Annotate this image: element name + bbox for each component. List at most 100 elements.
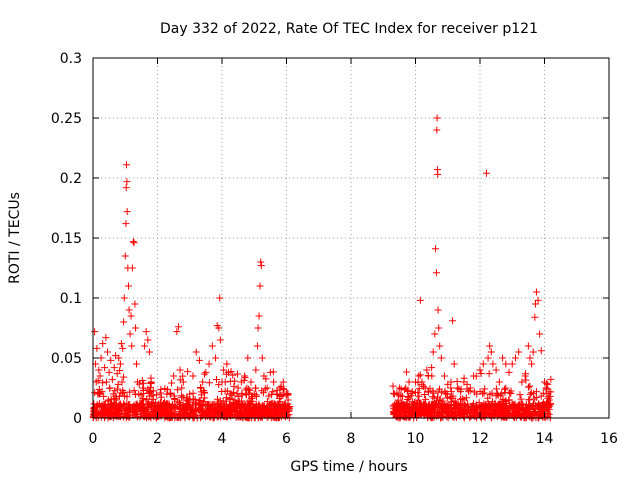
noise-point: [501, 397, 509, 405]
data-point: [270, 378, 278, 386]
noise-point: [168, 379, 176, 387]
noise-point: [204, 404, 212, 412]
data-point: [508, 360, 516, 368]
data-point: [511, 354, 519, 362]
data-point: [124, 282, 132, 290]
noise-point: [443, 408, 451, 416]
data-point: [104, 348, 112, 356]
data-point: [470, 372, 478, 380]
y-tick-label: 0.25: [51, 111, 82, 127]
noise-point: [465, 387, 473, 395]
noise-point: [139, 384, 147, 392]
noise-point: [222, 394, 230, 402]
data-point: [435, 324, 443, 332]
noise-point: [397, 385, 405, 393]
noise-point: [426, 385, 434, 393]
data-point: [127, 312, 135, 320]
chart-title: Day 332 of 2022, Rate Of TEC Index for r…: [160, 21, 538, 37]
noise-point: [432, 398, 440, 406]
data-point: [123, 178, 131, 186]
data-point: [131, 300, 139, 308]
noise-point: [470, 400, 478, 408]
data-point: [283, 390, 290, 398]
data-point: [492, 366, 500, 374]
data-point: [99, 340, 107, 348]
data-point: [152, 409, 160, 417]
noise-point: [431, 408, 439, 416]
noise-point: [525, 383, 533, 391]
noise-point: [244, 413, 252, 421]
noise-point: [233, 408, 241, 416]
data-point: [505, 368, 513, 376]
data-point: [260, 372, 268, 380]
data-point: [137, 404, 145, 412]
data-point: [416, 296, 424, 304]
data-point: [216, 294, 224, 302]
noise-point: [511, 407, 519, 415]
noise-point: [481, 385, 489, 393]
noise-point: [271, 410, 279, 418]
x-tick-label: 6: [282, 431, 291, 447]
noise-point: [442, 406, 450, 414]
data-point: [130, 239, 138, 247]
data-point: [437, 354, 445, 362]
noise-point: [537, 407, 545, 415]
noise-point: [209, 401, 217, 409]
noise-point: [229, 371, 237, 379]
data-point: [120, 318, 128, 326]
data-point: [453, 384, 461, 392]
data-point: [479, 360, 487, 368]
data-point: [536, 330, 544, 338]
noise-point: [129, 407, 137, 415]
noise-point: [447, 394, 455, 402]
noise-point: [229, 406, 237, 414]
noise-point: [101, 412, 109, 420]
noise-point: [168, 404, 176, 412]
noise-point: [186, 403, 194, 411]
noise-point: [144, 385, 152, 393]
noise-point: [189, 407, 197, 415]
data-point: [95, 366, 103, 374]
noise-point: [415, 385, 423, 393]
noise-point: [479, 390, 487, 398]
noise-point: [277, 392, 285, 400]
noise-point: [544, 404, 552, 412]
noise-point: [238, 402, 246, 410]
data-point: [424, 372, 432, 380]
noise-point: [526, 382, 534, 390]
noise-point: [505, 396, 513, 404]
data-point: [528, 360, 536, 368]
noise-point: [261, 385, 269, 393]
data-point: [495, 378, 503, 386]
noise-point: [175, 413, 183, 421]
data-point: [499, 354, 507, 362]
noise-point: [431, 400, 439, 408]
data-point: [489, 360, 497, 368]
noise-point: [276, 398, 284, 406]
noise-point: [275, 413, 283, 421]
data-point: [98, 388, 106, 396]
noise-point: [545, 393, 553, 401]
data-point: [95, 400, 103, 408]
data-point: [463, 380, 471, 388]
data-point: [176, 366, 184, 374]
noise-point: [472, 406, 480, 414]
y-tick-label: 0.1: [60, 291, 82, 307]
data-point: [473, 390, 481, 398]
noise-point: [197, 388, 205, 396]
data-point: [92, 378, 100, 386]
data-point: [102, 334, 110, 342]
data-point: [231, 396, 239, 404]
noise-point: [260, 403, 268, 411]
data-point: [256, 282, 264, 290]
noise-point: [157, 398, 165, 406]
data-point: [221, 378, 229, 386]
data-point: [526, 354, 534, 362]
data-point: [466, 384, 474, 392]
data-point: [391, 390, 399, 398]
noise-point: [102, 406, 110, 414]
x-tick-label: 2: [153, 431, 162, 447]
data-point: [502, 360, 510, 368]
data-point: [212, 354, 220, 362]
